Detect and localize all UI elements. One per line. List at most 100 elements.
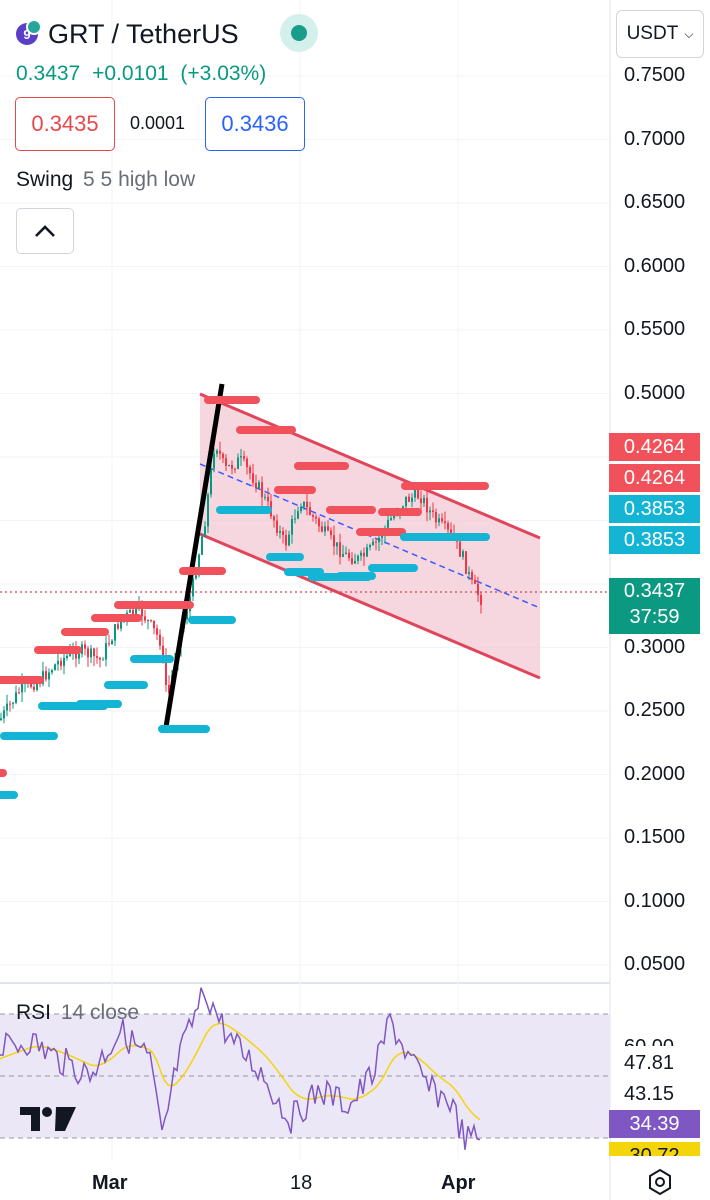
candle-body (306, 501, 308, 508)
candle-body (90, 648, 92, 658)
candle-body (84, 644, 86, 649)
currency-selector[interactable]: USDT ⌵ (616, 10, 704, 58)
indicator-name: Swing (16, 168, 74, 191)
candle-body (141, 603, 143, 617)
candle-body (246, 458, 248, 468)
candle-body (222, 453, 224, 459)
time-axis-label: Apr (441, 1172, 476, 1194)
candle-body (372, 541, 374, 546)
candle-body (297, 511, 299, 519)
candle-body (75, 650, 77, 659)
candle-body (378, 537, 380, 543)
price-axis-label: 0.2500 (624, 699, 686, 721)
candle-body (144, 616, 146, 621)
price-axis-label: 0.0500 (624, 953, 686, 975)
rsi-line (0, 987, 481, 1150)
candle-body (150, 620, 152, 622)
candle-body (330, 530, 332, 536)
candle-body (360, 552, 362, 556)
candle-body (240, 456, 242, 458)
rsi-name: RSI (16, 1001, 52, 1024)
spread-value: 0.0001 (130, 113, 186, 133)
last-price: 0.3437 (16, 62, 81, 85)
candle-body (447, 523, 449, 530)
swing-high-tag: 0.4264 (609, 464, 700, 492)
rsi-legend[interactable]: RSI 14 close (16, 1001, 139, 1025)
candle-body (279, 531, 281, 533)
swing-low-tag: 0.3853 (609, 526, 700, 554)
price-axis-label: 0.2000 (624, 763, 686, 785)
candle-body (459, 541, 461, 557)
candle-body (381, 535, 383, 538)
candle-body (357, 555, 359, 561)
candle-body (354, 560, 356, 564)
price-change: 0.3437 +0.0101 (+3.03%) (16, 62, 272, 86)
pair-title[interactable]: GRT / TetherUS (48, 18, 239, 49)
candle-body (273, 516, 275, 521)
candle-body (237, 457, 239, 469)
buy-button[interactable]: 0.3436 (205, 97, 305, 151)
candle-body (12, 702, 14, 704)
candle-body (327, 526, 329, 531)
channel-lower-line (199, 532, 541, 680)
candle-body (408, 496, 410, 502)
candle-body (117, 624, 119, 629)
candle-body (51, 670, 53, 673)
candle-body (393, 514, 395, 519)
candle-body (111, 640, 113, 645)
candle-body (231, 464, 233, 469)
candle-body (444, 521, 446, 524)
candle-body (168, 684, 170, 694)
candle-body (342, 553, 344, 557)
rsi-ma-line (0, 1022, 481, 1121)
tradingview-logo (20, 1107, 76, 1131)
candle-body (114, 624, 116, 641)
collapse-legend-button[interactable] (16, 208, 74, 254)
candle-body (375, 541, 377, 543)
candle-body (210, 468, 212, 495)
candle-body (249, 467, 251, 474)
candle-body (348, 552, 350, 559)
candle-body (318, 518, 320, 527)
candle-body (54, 664, 56, 671)
change-abs: +0.0101 (92, 62, 169, 85)
swing-high-tag: 0.4264 (609, 433, 700, 461)
candle-body (33, 686, 35, 690)
candle-body (363, 552, 365, 557)
candle-body (60, 660, 62, 666)
candle-body (336, 542, 338, 547)
grt-coin-icon: 9 (16, 19, 42, 45)
candle-body (366, 547, 368, 557)
candle-body (186, 611, 188, 620)
candle-body (387, 519, 389, 528)
market-status-icon[interactable] (280, 14, 318, 52)
candle-body (264, 496, 266, 498)
candle-body (282, 531, 284, 536)
candle-body (105, 643, 107, 660)
candle-body (120, 619, 122, 629)
indicator-legend[interactable]: Swing 5 5 high low (16, 168, 195, 192)
candle-body (195, 575, 197, 579)
last-price-tag: 0.3437 37:59 (609, 578, 700, 634)
last-price-value: 0.3437 (623, 580, 686, 602)
candle-body (234, 468, 236, 470)
candle-body (219, 450, 221, 454)
settings-icon[interactable] (645, 1167, 675, 1197)
candle-body (57, 660, 59, 665)
candle-body (63, 657, 65, 666)
candle-body (288, 534, 290, 546)
candle-body (294, 518, 296, 520)
symbol-header[interactable]: 9 GRT / TetherUS (16, 16, 239, 52)
candle-body (339, 542, 341, 557)
candle-body (276, 520, 278, 533)
candle-body (78, 653, 80, 659)
rsi-value-tag: 34.39 (609, 1110, 700, 1138)
candle-body (300, 506, 302, 512)
candle-body (471, 572, 473, 580)
candle-body (48, 672, 50, 680)
sell-button[interactable]: 0.3435 (15, 97, 115, 151)
price-axis-label: 0.7500 (624, 64, 686, 86)
candle-body (135, 606, 137, 616)
candle-body (423, 497, 425, 504)
